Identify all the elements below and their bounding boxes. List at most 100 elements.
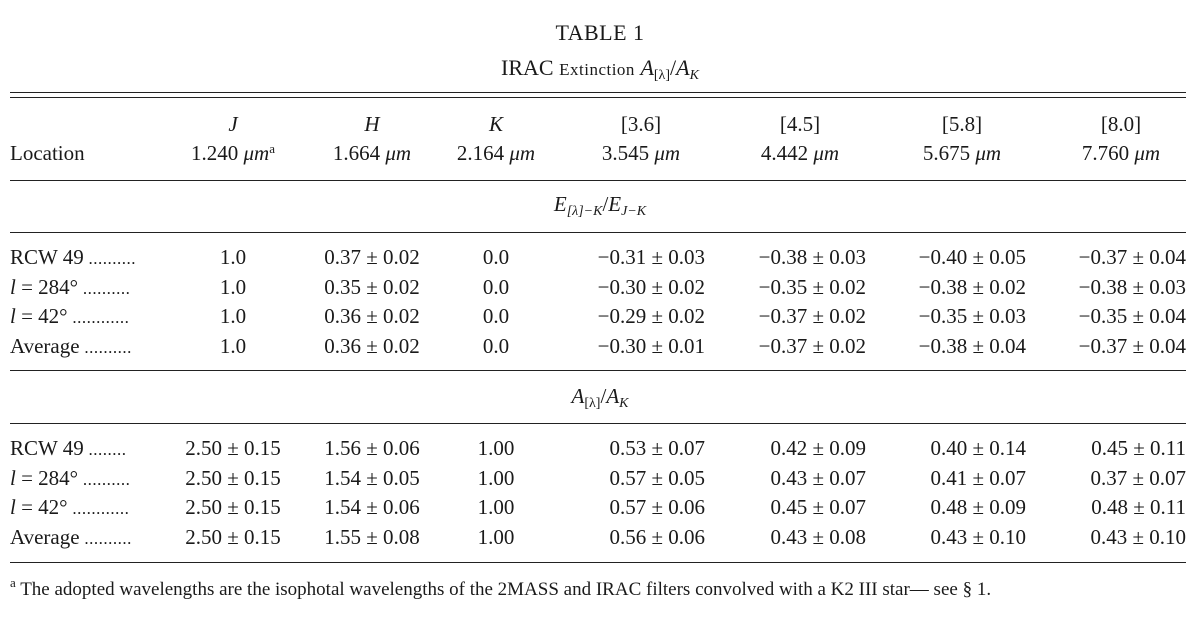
section1-row-2-cell-2: 0.0	[482, 304, 510, 328]
section2-row-2-loc-rest: = 42°	[15, 495, 68, 519]
footnote: a The adopted wavelengths are the isopho…	[10, 576, 1186, 604]
section2-row-1-l: l	[10, 465, 16, 490]
section2-row-3-loc-text: Average	[10, 524, 80, 549]
section1-row-1-l: l	[10, 274, 16, 299]
section1-row-0-dots: ..........	[83, 249, 136, 268]
subtitle-smallcaps: Extinction	[559, 60, 635, 79]
header-wavelength-value-0: 1.240	[191, 141, 244, 165]
section1-row-1-cell-3: −0.30 ± 0.02	[597, 274, 705, 299]
header-rule	[10, 180, 1186, 181]
section2-row-3-location: Average ..........	[10, 525, 132, 551]
section2-row-0-cell-0: 2.50 ± 0.15	[185, 436, 281, 460]
header-wavelength-unit-1: μm	[385, 141, 412, 165]
header-wavelength-value-3: 3.545	[601, 141, 655, 165]
section1-row-0-cell-1: 0.37 ± 0.02	[324, 245, 420, 269]
section2-row-3-cell-6: 0.43 ± 0.10	[1090, 524, 1186, 549]
header-note-mark: a	[269, 141, 275, 156]
section1-e2-sub: J−K	[621, 204, 647, 219]
header-wavelength-value-1: 1.664	[332, 141, 386, 165]
header-band-6: [8.0]	[1100, 112, 1142, 136]
section1-row-2-loc-rest: = 42°	[15, 304, 68, 328]
header-wavelength-unit-0: μm	[243, 141, 270, 165]
section1-slash: /	[602, 192, 609, 216]
section1-label: E[λ]−K/EJ−K	[0, 192, 1200, 219]
section1-row-2-l: l	[10, 304, 16, 328]
header-wavelength-unit-3: μm	[654, 141, 681, 165]
section2-row-1-cell-2: 1.00	[477, 465, 515, 490]
subtitle-slash: /	[670, 55, 677, 80]
footnote-mark: a	[10, 575, 16, 590]
section2-row-1-cell-3: 0.57 ± 0.05	[609, 465, 705, 490]
header-wavelength-5: 5.675 μm	[923, 141, 1001, 165]
header-band-4: [4.5]	[779, 112, 821, 136]
section1-row-2-cell-0: 1.0	[219, 304, 247, 328]
section2-a-sub: [λ]	[584, 396, 601, 411]
section1-row-3-cell-3: −0.30 ± 0.01	[597, 333, 705, 358]
section2-row-2-cell-2: 1.00	[477, 495, 515, 519]
header-wavelength-unit-6: μm	[1134, 141, 1161, 165]
section2-row-0-loc-text: RCW 49	[10, 436, 84, 460]
section2-row-0-location: RCW 49 ........	[10, 436, 126, 462]
section1-row-1-dots: ..........	[78, 278, 131, 298]
section2-row-2-cell-4: 0.45 ± 0.07	[770, 495, 866, 519]
section1-row-1-cell-0: 1.0	[219, 274, 247, 299]
header-wavelength-unit-5: μm	[975, 141, 1002, 165]
section1-row-0-cell-4: −0.38 ± 0.03	[758, 245, 866, 269]
section2-row-2-l: l	[10, 495, 16, 519]
section1-row-1-location: l = 284° ..........	[10, 275, 130, 301]
header-band-1: H	[364, 112, 380, 136]
section2-row-1-cell-4: 0.43 ± 0.07	[770, 465, 866, 490]
header-wavelength-3: 3.545 μm	[602, 141, 680, 165]
top-rule-2	[10, 97, 1186, 98]
section2-a: A	[571, 384, 585, 408]
header-wavelength-4: 4.442 μm	[761, 141, 839, 165]
section2-row-3-cell-5: 0.43 ± 0.10	[930, 524, 1026, 549]
section2-row-0-cell-3: 0.53 ± 0.07	[609, 436, 705, 460]
section2-row-2-cell-1: 1.54 ± 0.06	[324, 495, 420, 519]
section2-label: A[λ]/AK	[0, 384, 1200, 411]
section1-row-3-loc-text: Average	[10, 333, 80, 358]
subtitle-formula-a: A	[640, 55, 654, 80]
section2-row-1-cell-5: 0.41 ± 0.07	[930, 465, 1026, 490]
table-title: TABLE 1	[555, 20, 645, 45]
subtitle-lead: IRAC	[501, 55, 560, 80]
section1-row-1-cell-5: −0.38 ± 0.02	[918, 274, 1026, 299]
bottom-rule	[10, 562, 1186, 563]
header-wavelength-unit-4: μm	[813, 141, 840, 165]
section1-row-0-cell-6: −0.37 ± 0.04	[1078, 245, 1186, 269]
subtitle-formula-a-sub: [λ]	[653, 68, 671, 83]
header-wavelength-value-4: 4.442	[760, 141, 814, 165]
section2-row-0-cell-5: 0.40 ± 0.14	[930, 436, 1026, 460]
header-wavelength-value-2: 2.164	[456, 141, 510, 165]
section1-row-3-cell-2: 0.0	[482, 333, 510, 358]
subtitle-formula-k: A	[676, 55, 690, 80]
section1-row-1-cell-4: −0.35 ± 0.02	[758, 274, 866, 299]
top-rule-1	[10, 92, 1186, 93]
section2-slash: /	[600, 384, 607, 408]
mid-rule	[10, 370, 1186, 371]
section1-row-3-cell-6: −0.37 ± 0.04	[1078, 333, 1186, 358]
section1-row-2-dots: ............	[67, 308, 130, 327]
section1-row-2-cell-5: −0.35 ± 0.03	[918, 304, 1026, 328]
section1-row-0-cell-2: 0.0	[482, 245, 510, 269]
section2-row-2-location: l = 42° ............	[10, 495, 129, 521]
section1-row-1-cell-1: 0.35 ± 0.02	[324, 274, 420, 299]
section1-row-3-location: Average ..........	[10, 334, 132, 360]
section2-row-1-cell-6: 0.37 ± 0.07	[1090, 465, 1186, 490]
section2-row-0-cell-6: 0.45 ± 0.11	[1091, 436, 1186, 460]
section2-row-1-location: l = 284° ..........	[10, 466, 130, 492]
section1-row-3-cell-5: −0.38 ± 0.04	[918, 333, 1026, 358]
section1-row-3-cell-4: −0.37 ± 0.02	[758, 333, 866, 358]
section1-row-1-loc-rest: = 284°	[15, 274, 79, 299]
header-wavelength-unit-2: μm	[509, 141, 536, 165]
section1-e: E	[553, 192, 567, 216]
section2-row-1-cell-0: 2.50 ± 0.15	[185, 465, 281, 490]
subtitle-formula-k-sub: K	[689, 68, 699, 83]
header-wavelength-6: 7.760 μm	[1082, 141, 1160, 165]
section1-row-2-cell-3: −0.29 ± 0.02	[597, 304, 705, 328]
section2-k-sub: K	[619, 396, 629, 411]
section2-k: A	[606, 384, 620, 408]
table-subtitle: IRAC Extinction A[λ]/AK	[0, 55, 1200, 83]
section2-row-2-cell-5: 0.48 ± 0.09	[930, 495, 1026, 519]
section2-row-0-cell-1: 1.56 ± 0.06	[324, 436, 420, 460]
